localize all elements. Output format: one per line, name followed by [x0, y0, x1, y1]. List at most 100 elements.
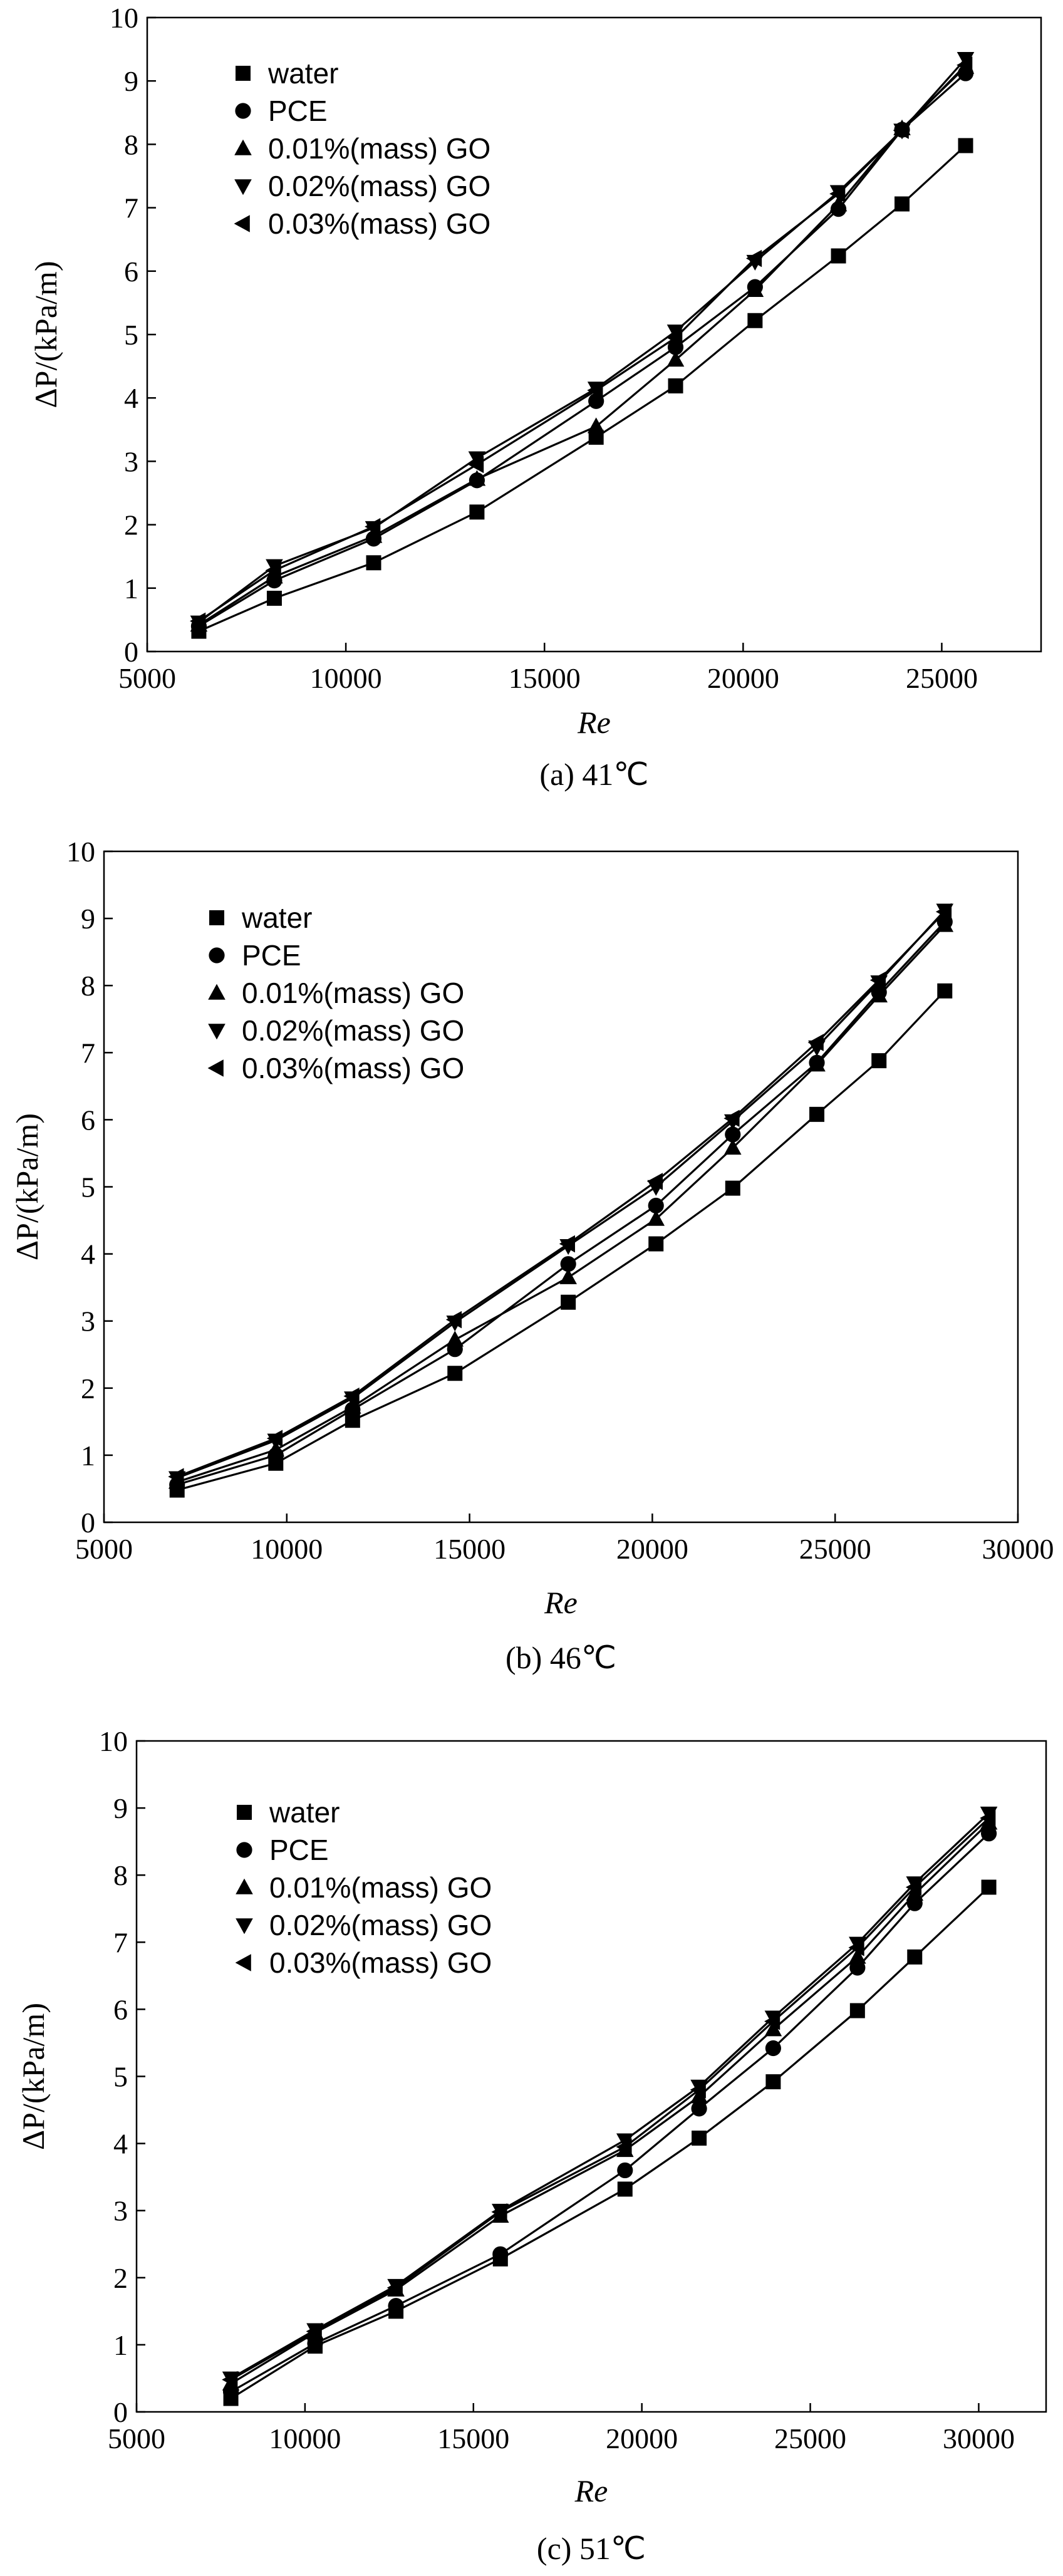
chart-panel-1: 0 1 2 3 4 5 6 7 8 9 10 5000 10000 15000 20000 25000 Re ΔP… [28, 2, 1042, 792]
x-tick-label: 15000 [433, 1533, 506, 1565]
data-point [668, 378, 683, 393]
data-point [617, 2181, 633, 2197]
data-point [617, 2162, 633, 2179]
series-triangle-left [190, 56, 973, 630]
y-tick-label: 7 [124, 192, 138, 224]
data-point [647, 1210, 665, 1226]
y-tick-label: 7 [113, 1926, 128, 1958]
y-tick-label: 2 [124, 509, 138, 541]
x-axis-title: Re [574, 2473, 608, 2508]
data-point [559, 1268, 577, 1284]
x-tick-label: 10000 [310, 662, 382, 694]
legend-label: 0.03%(mass) GO [242, 1052, 464, 1084]
y-tick-label: 2 [81, 1373, 95, 1405]
data-point [468, 451, 486, 467]
legend-label: 0.01%(mass) GO [242, 977, 464, 1009]
y-tick-label: 5 [81, 1171, 95, 1203]
data-point [848, 1939, 864, 1956]
data-point [957, 51, 975, 68]
x-axis-title: Re [544, 1585, 578, 1620]
legend-marker [234, 179, 252, 195]
data-point [807, 1034, 824, 1052]
y-tick-label: 10 [66, 836, 95, 868]
data-point [491, 2203, 507, 2221]
data-point [559, 1235, 575, 1253]
x-tick-label: 30000 [943, 2423, 1015, 2454]
x-tick-label: 5000 [75, 1533, 133, 1565]
data-point [725, 1126, 741, 1143]
data-point [446, 1331, 464, 1347]
data-point [469, 504, 485, 520]
y-tick-label: 5 [124, 319, 138, 351]
y-tick-label: 9 [81, 903, 95, 935]
data-point [936, 916, 954, 932]
legend-label: 0.01%(mass) GO [268, 132, 490, 165]
legend-marker [235, 1954, 251, 1971]
series-line [230, 1832, 990, 2393]
y-tick-label: 1 [124, 573, 138, 605]
series-triangle-left [222, 1809, 996, 2389]
x-tick-label: 30000 [982, 1533, 1054, 1565]
data-point [829, 185, 846, 203]
data-point [980, 1809, 996, 1827]
y-tick-label: 4 [124, 382, 138, 414]
series-square [191, 138, 973, 639]
legend-label: 0.01%(mass) GO [269, 1871, 492, 1904]
legend-marker [208, 984, 226, 1000]
data-point [957, 56, 973, 74]
data-point [906, 1884, 924, 1901]
plot-frame [103, 850, 1019, 1524]
data-point [725, 1180, 740, 1196]
series-line [230, 1817, 990, 2381]
legend-marker [234, 215, 250, 232]
data-point [445, 1311, 462, 1329]
series-line [198, 145, 967, 633]
y-tick-label: 10 [110, 2, 138, 34]
series-circle [222, 1826, 997, 2400]
series-line [230, 1812, 990, 2379]
legend-marker [209, 910, 224, 925]
legend-marker [209, 947, 225, 963]
data-point [808, 1056, 826, 1072]
series-line [177, 910, 946, 1479]
legend-label: 0.03%(mass) GO [269, 1946, 492, 1979]
data-point [893, 122, 909, 139]
data-point [386, 2279, 403, 2297]
y-tick-label: 9 [113, 1792, 128, 1824]
data-point [222, 2371, 238, 2389]
data-point [869, 971, 886, 989]
legend-label: 0.02%(mass) GO [268, 170, 490, 202]
legend-label: PCE [242, 939, 301, 972]
data-point [366, 555, 381, 571]
x-tick-label: 5000 [108, 2423, 165, 2454]
data-point [981, 1879, 997, 1895]
x-tick-label: 15000 [509, 662, 581, 694]
series-line [177, 911, 946, 1478]
x-tick-label: 25000 [799, 1533, 871, 1565]
x-axis-title: Re [577, 705, 611, 740]
y-tick-label: 10 [99, 1725, 128, 1757]
series-line [177, 921, 946, 1486]
data-point [935, 903, 952, 921]
y-tick-label: 4 [81, 1239, 95, 1270]
data-point [648, 1197, 664, 1214]
data-point [690, 2081, 706, 2099]
data-point [765, 2074, 781, 2090]
data-point [691, 2101, 707, 2117]
data-point [849, 1960, 866, 1976]
data-point [388, 2298, 404, 2314]
y-tick-label: 1 [81, 1440, 95, 1472]
legend-marker [236, 1918, 253, 1935]
data-point [747, 313, 763, 328]
legend-label: 0.03%(mass) GO [268, 207, 490, 240]
data-point [666, 325, 685, 341]
data-point [829, 195, 848, 212]
y-tick-label: 5 [113, 2061, 128, 2093]
data-point [468, 455, 484, 474]
data-point [266, 590, 282, 606]
y-tick-label: 3 [124, 445, 138, 477]
y-axis-title: ΔP/(kPa/m) [28, 261, 63, 408]
legend-marker [207, 1059, 224, 1077]
series-line [198, 64, 967, 622]
